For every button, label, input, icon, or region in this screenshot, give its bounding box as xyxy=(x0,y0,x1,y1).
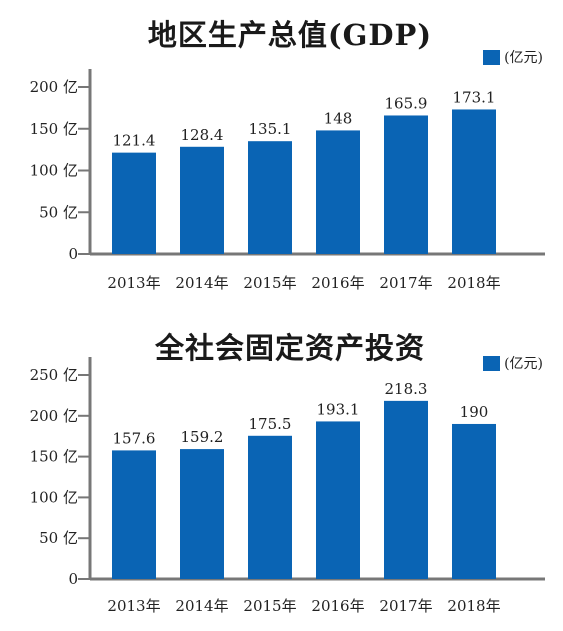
data-label: 175.5 xyxy=(249,415,292,433)
bar xyxy=(112,152,156,254)
y-tick-label: 50 亿 xyxy=(39,529,78,547)
bar xyxy=(316,421,360,579)
y-tick-label: 200 亿 xyxy=(30,78,78,96)
y-tick-label: 200 亿 xyxy=(30,407,78,425)
y-tick-label: 50 亿 xyxy=(39,203,78,221)
x-tick-label: 2014年 xyxy=(175,274,228,292)
bar xyxy=(248,141,292,254)
x-tick-label: 2013年 xyxy=(107,597,160,615)
gdp-chart: 地区生产总值(GDP) (亿元) 0 50 亿 100 亿 150 亿 200 亿 121… xyxy=(0,0,563,305)
data-label: 165.9 xyxy=(385,94,428,112)
y-tick-label: 150 亿 xyxy=(30,448,78,466)
x-tick-label: 2016年 xyxy=(311,597,364,615)
chart-title: 全社会固定资产投资 xyxy=(154,331,425,365)
data-label: 128.4 xyxy=(181,126,224,144)
x-tick-label: 2014年 xyxy=(175,597,228,615)
legend-swatch xyxy=(483,355,501,371)
bar xyxy=(452,423,496,579)
investment-chart: 全社会固定资产投资 (亿元) 0 50 亿 100 亿 150 亿 200 亿 250 亿… xyxy=(0,320,563,631)
bar xyxy=(316,130,360,254)
x-tick-label: 2018年 xyxy=(447,274,500,292)
legend-label: (亿元) xyxy=(504,356,543,372)
data-label: 157.6 xyxy=(113,429,156,447)
chart-plot: 0 50 亿 100 亿 150 亿 200 亿 121.4 2013年 128.4 2014年… xyxy=(30,69,545,292)
bar xyxy=(180,146,224,254)
bar xyxy=(248,435,292,579)
data-label: 121.4 xyxy=(113,132,156,150)
legend-swatch xyxy=(483,49,501,65)
x-tick-label: 2016年 xyxy=(311,274,364,292)
chart-legend: (亿元) xyxy=(483,47,543,67)
data-label: 173.1 xyxy=(453,88,496,106)
data-label: 218.3 xyxy=(385,380,428,398)
x-tick-label: 2015年 xyxy=(243,597,296,615)
bar xyxy=(112,450,156,579)
data-label: 190 xyxy=(460,403,489,421)
y-tick-label: 0 xyxy=(68,570,78,588)
y-tick-label: 0 xyxy=(68,245,78,263)
legend-label: (亿元) xyxy=(504,50,543,66)
data-label: 193.1 xyxy=(317,400,360,418)
chart-legend: (亿元) xyxy=(483,353,543,373)
bar xyxy=(180,449,224,579)
y-tick-label: 250 亿 xyxy=(30,366,78,384)
data-label: 159.2 xyxy=(181,428,224,446)
bar xyxy=(452,109,496,254)
bar xyxy=(384,400,428,579)
chart-plot: 0 50 亿 100 亿 150 亿 200 亿 250 亿 157.6 2013年 159.2… xyxy=(30,357,545,615)
data-label: 148 xyxy=(324,109,353,127)
x-tick-label: 2017年 xyxy=(379,274,432,292)
x-tick-label: 2015年 xyxy=(243,274,296,292)
x-tick-label: 2018年 xyxy=(447,597,500,615)
y-tick-label: 100 亿 xyxy=(30,162,78,180)
y-tick-label: 100 亿 xyxy=(30,488,78,506)
x-tick-label: 2017年 xyxy=(379,597,432,615)
bar xyxy=(384,115,428,254)
y-tick-label: 150 亿 xyxy=(30,120,78,138)
chart-title: 地区生产总值(GDP) xyxy=(147,18,433,52)
x-tick-label: 2013年 xyxy=(107,274,160,292)
data-label: 135.1 xyxy=(249,120,292,138)
